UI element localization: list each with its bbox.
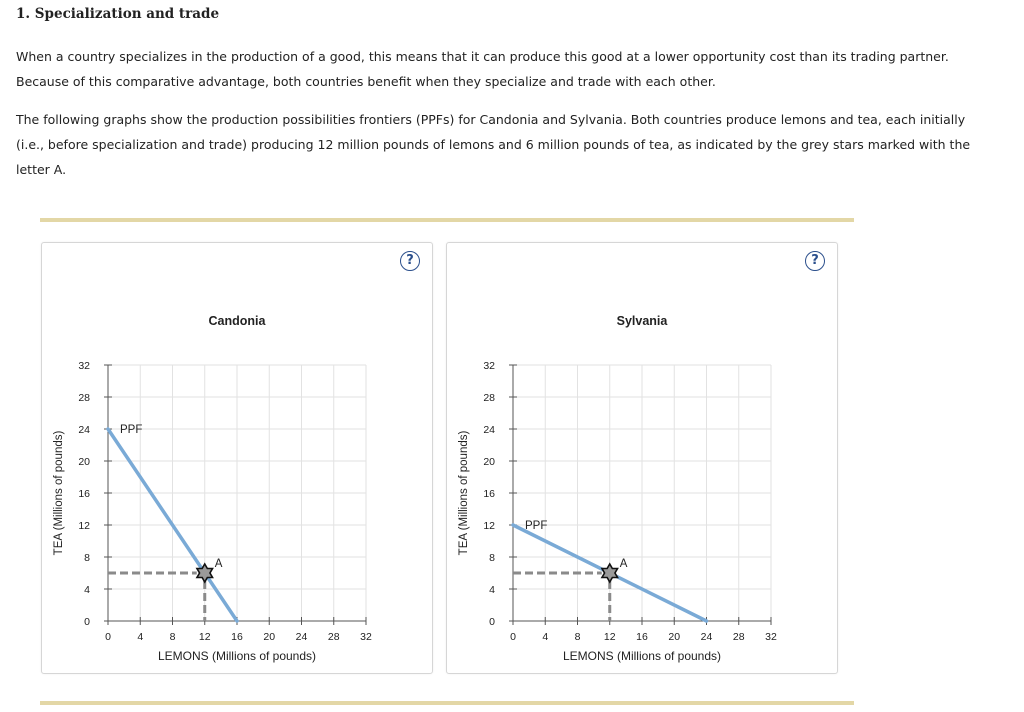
x-tick-label: 8 [170, 631, 176, 643]
graphs-description-paragraph: The following graphs show the production… [16, 112, 971, 177]
y-tick-label: 16 [78, 488, 90, 500]
ppf-label: PPF [120, 424, 142, 436]
y-tick-label: 12 [483, 520, 495, 532]
y-tick-label: 4 [84, 584, 90, 596]
ppf-line [106, 427, 239, 623]
x-axis-label: LEMONS (Millions of pounds) [158, 649, 316, 663]
y-tick-label: 20 [483, 456, 495, 468]
x-tick-label: 16 [636, 631, 648, 643]
y-tick-label: 24 [78, 424, 90, 436]
point-a-star-marker [195, 562, 214, 584]
x-tick-label: 12 [604, 631, 616, 643]
y-tick-label: 28 [78, 392, 90, 404]
y-tick-label: 0 [84, 616, 90, 628]
grid [512, 364, 772, 622]
x-tick-label: 12 [199, 631, 211, 643]
y-tick-label: 12 [78, 520, 90, 532]
x-tick-label: 24 [296, 631, 308, 643]
y-tick-label: 28 [483, 392, 495, 404]
grid [107, 364, 367, 622]
x-tick-label: 28 [328, 631, 340, 643]
chart-title: Sylvania [617, 314, 669, 328]
x-tick-label: 20 [668, 631, 680, 643]
x-tick-label: 0 [105, 631, 111, 643]
section-heading: 1. Specialization and trade [16, 6, 220, 22]
y-tick-label: 20 [78, 456, 90, 468]
y-tick-label: 4 [489, 584, 495, 596]
point-a-star-marker [600, 562, 619, 584]
y-tick-label: 16 [483, 488, 495, 500]
x-tick-label: 32 [765, 631, 777, 643]
y-axis-label: TEA (Millions of pounds) [458, 431, 470, 556]
intro-paragraph: When a country specializes in the produc… [16, 49, 949, 89]
x-tick-label: 4 [542, 631, 548, 643]
x-tick-label: 4 [137, 631, 143, 643]
x-tick-label: 0 [510, 631, 516, 643]
x-tick-label: 20 [263, 631, 275, 643]
y-tick-label: 32 [78, 360, 90, 372]
x-tick-label: 32 [360, 631, 372, 643]
x-tick-label: 24 [701, 631, 713, 643]
sylvania-help-icon[interactable]: ? [805, 251, 825, 271]
point-a-label: A [215, 558, 223, 570]
y-axis-label: TEA (Millions of pounds) [53, 431, 65, 556]
candonia-chart: 0 4 8 12 16 20 24 28 32 0 4 8 12 16 20 24 28 32 Candonia LE… [53, 314, 372, 663]
bottom-divider [40, 701, 854, 705]
top-divider [40, 218, 854, 222]
y-tick-label: 0 [489, 616, 495, 628]
sylvania-chart: 0 4 8 12 16 20 24 28 32 0 4 8 12 16 20 24 28 32 Sylvania LE… [458, 314, 777, 663]
y-tick-label: 24 [483, 424, 495, 436]
y-tick-label: 8 [489, 552, 495, 564]
x-tick-label: 28 [733, 631, 745, 643]
y-tick-label: 8 [84, 552, 90, 564]
candonia-help-icon[interactable]: ? [400, 251, 420, 271]
point-a-label: A [620, 558, 628, 570]
x-tick-label: 16 [231, 631, 243, 643]
candonia-graph-panel: ? 0 4 8 12 16 20 24 28 32 0 4 8 12 16 20 24 28 32 Candonia… [41, 242, 433, 674]
chart-title: Candonia [209, 314, 267, 328]
x-tick-label: 8 [575, 631, 581, 643]
x-axis-label: LEMONS (Millions of pounds) [563, 649, 721, 663]
ppf-label: PPF [525, 520, 547, 532]
sylvania-graph-panel: ? 0 4 8 12 16 20 24 28 32 0 4 8 12 16 20 24 28 32 Sylvania… [446, 242, 838, 674]
y-tick-label: 32 [483, 360, 495, 372]
